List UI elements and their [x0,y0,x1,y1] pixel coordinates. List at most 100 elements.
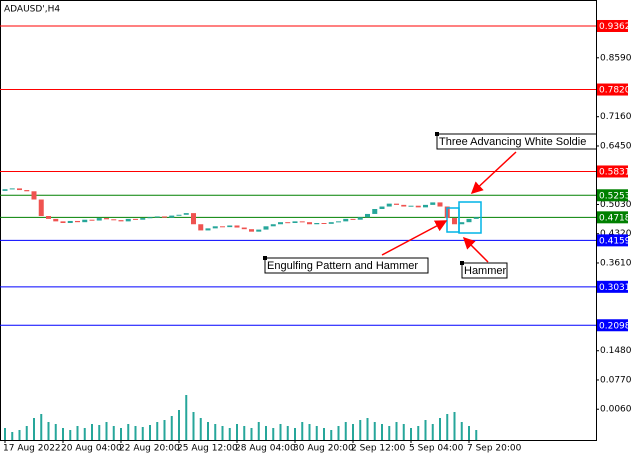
pattern-box [458,201,482,234]
y-tick-label: 0.0060 [600,405,632,415]
y-tick-label: 0.5030 [600,200,632,210]
candle-body [191,213,196,225]
candle-body [263,226,269,230]
y-tick-label: 0.1480 [600,346,632,356]
annotation-arrow [381,220,448,256]
level-label: 0.4718 [599,213,631,223]
candle-body [256,229,262,232]
candle-body [415,205,421,208]
y-tick-label: 0.6450 [600,141,632,151]
x-tick-label: 17 Aug 2022 [3,444,61,454]
candle-body [147,217,153,219]
volume-bar [468,426,470,440]
candle-body [31,191,37,200]
volume-bar [286,426,289,440]
volume-bar [214,424,217,440]
volume-bar [221,426,224,440]
volume-bar [185,395,188,440]
candle-body [67,220,73,224]
x-tick-label: 28 Aug 04:00 [235,444,296,454]
candle-body [38,199,44,217]
volume-bar [359,420,362,440]
volume-bar [294,428,296,440]
candle-body [212,226,218,229]
level-label-box [597,280,628,293]
y-tick-label: 0.4320 [600,229,632,239]
candle-body [24,190,30,192]
level-label: 0.2098 [599,321,631,331]
candle-body [133,218,138,220]
volume-bar [178,410,180,440]
volume-bar [192,412,195,440]
volume-bar [207,422,209,440]
candle-body [241,227,247,230]
candle-body [350,218,356,220]
candle-body [336,221,341,223]
volume-bar [315,426,318,440]
volume-bar [337,426,340,440]
volume-bar [134,426,137,440]
volume-bar [475,430,478,440]
volume-bar [279,424,282,440]
volume-bar [373,422,376,440]
candle-body [104,218,109,220]
candle-body [473,217,479,219]
level-label-box [597,234,628,247]
volume-bar [199,418,202,440]
annotation-arrow [462,236,489,263]
candle-body [299,221,305,223]
y-tick-label: 0.3610 [600,258,632,268]
level-label-box [597,19,628,32]
candle-body [307,222,312,225]
candle-body [321,223,327,225]
volume-bar [410,428,412,440]
annotation-text: Engulfing Pattern and Hammer [267,260,418,272]
candle-body [125,218,131,222]
annotation-box [436,133,596,150]
volume-bar [18,430,21,440]
candle-body [176,214,182,216]
candle-body [183,213,189,215]
annotation-text: Hammer [464,265,507,277]
volume-bar [381,424,383,440]
volume-bar [98,425,101,440]
volume-bar [301,422,304,440]
candle-body [82,219,88,223]
volume-bar [243,426,246,440]
volume-bar [250,428,253,440]
candle-body [365,213,370,218]
x-tick-label: 30 Aug 20:00 [293,444,354,454]
candle-body [292,221,298,224]
candle-body [9,188,15,190]
volume-bar [54,424,57,440]
volume-bar [25,426,28,440]
volume-bar [265,426,267,440]
volume-bar [352,424,354,440]
candle-body [466,218,472,223]
x-tick-label: 2 Sep 12:00 [351,444,406,454]
level-label: 0.7820 [599,86,631,96]
candle-body [234,225,240,228]
x-tick-label: 22 Aug 20:00 [119,444,180,454]
volume-bar [4,428,6,440]
volume-bar [344,422,347,440]
annotation-anchor [435,132,439,136]
annotation-box [461,262,508,279]
volume-bar [323,428,325,440]
candle-body [140,218,146,220]
candle-body [162,216,167,218]
volume-bar [395,422,398,440]
y-tick-label: 0.7160 [600,112,632,122]
volume-bar [83,428,86,440]
volume-bar [417,426,420,440]
volume-bar [11,432,14,440]
volume-bar [76,426,79,440]
candle-body [437,202,443,207]
plot-area: Three Advancing White Soldie Engulfing Pa… [0,25,596,440]
candle-body [227,225,233,228]
volume-bar [149,425,151,440]
volume-bar [272,428,275,440]
y-tick-label: 0.8590 [600,53,632,63]
candle-body [249,229,254,232]
volume-bar [228,428,231,440]
